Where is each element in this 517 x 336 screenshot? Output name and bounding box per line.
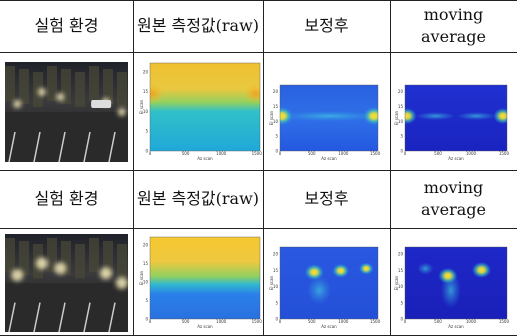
y-tick-label: 20	[273, 89, 279, 94]
column-header: 원본 측정값(raw)	[133, 170, 263, 228]
column-header: moving average	[390, 170, 517, 228]
x-tick-label: 500	[182, 319, 190, 324]
y-axis-label: El scan	[139, 270, 144, 285]
y-tick-label: 15	[398, 104, 404, 109]
y-tick-label: 20	[398, 252, 404, 257]
y-tick-label: 20	[143, 69, 149, 74]
column-header: 실험 환경	[0, 170, 133, 228]
x-tick-label: 1000	[466, 151, 477, 156]
header-text: 원본 측정값(raw)	[137, 15, 259, 37]
table-rule	[0, 52, 517, 53]
header-text: 보정후	[304, 15, 348, 37]
y-tick-label: 15	[273, 268, 279, 273]
y-tick-label: 20	[143, 243, 149, 248]
y-tick-label: 20	[398, 89, 404, 94]
x-tick-label: 1500	[499, 151, 510, 156]
y-axis-label: El scan	[139, 99, 144, 114]
page: 05001000150005101520Az scanEl scan050010…	[0, 0, 517, 336]
x-tick-label: 500	[308, 151, 316, 156]
x-tick-label: 0	[149, 151, 152, 156]
x-tick-label: 1000	[338, 319, 349, 324]
x-tick-label: 1500	[499, 319, 510, 324]
x-tick-label: 1000	[338, 151, 349, 156]
x-tick-label: 1500	[370, 319, 381, 324]
x-axis-label: Az scan	[197, 156, 213, 161]
x-tick-label: 0	[279, 151, 282, 156]
y-axis-label: El scan	[394, 110, 399, 125]
x-tick-label: 1500	[370, 151, 381, 156]
x-axis-label: Az scan	[321, 324, 337, 329]
column-header: 원본 측정값(raw)	[133, 0, 263, 52]
header-text: moving average	[414, 177, 494, 221]
x-axis-label: Az scan	[448, 324, 464, 329]
header-text: 실험 환경	[35, 15, 99, 37]
scene-photo	[5, 234, 128, 332]
y-tick-label: 15	[398, 268, 404, 273]
y-axis-label: El scan	[269, 275, 274, 290]
x-axis-label: Az scan	[448, 156, 464, 161]
x-tick-label: 500	[434, 151, 442, 156]
y-axis-label: El scan	[269, 110, 274, 125]
x-tick-label: 1000	[216, 151, 227, 156]
header-text: 보정후	[304, 188, 348, 210]
column-header: 실험 환경	[0, 0, 133, 52]
header-text: moving average	[414, 4, 494, 48]
x-axis-label: Az scan	[321, 156, 337, 161]
column-header: 보정후	[263, 0, 390, 52]
y-tick-label: 20	[273, 252, 279, 257]
x-axis-label: Az scan	[197, 324, 213, 329]
x-tick-label: 1000	[216, 319, 227, 324]
x-tick-label: 0	[149, 319, 152, 324]
x-tick-label: 0	[404, 319, 407, 324]
column-header: 보정후	[263, 170, 390, 228]
header-text: 실험 환경	[35, 188, 99, 210]
table-rule	[0, 228, 517, 229]
x-tick-label: 500	[308, 319, 316, 324]
x-tick-label: 1500	[252, 151, 263, 156]
y-tick-label: 15	[273, 104, 279, 109]
scene-photo	[5, 62, 128, 162]
x-tick-label: 500	[182, 151, 190, 156]
y-tick-label: 15	[143, 261, 149, 266]
y-axis-label: El scan	[394, 275, 399, 290]
x-tick-label: 1500	[252, 319, 263, 324]
x-tick-label: 500	[434, 319, 442, 324]
header-text: 원본 측정값(raw)	[137, 188, 259, 210]
x-tick-label: 0	[404, 151, 407, 156]
x-tick-label: 0	[279, 319, 282, 324]
column-header: moving average	[390, 0, 517, 52]
x-tick-label: 1000	[466, 319, 477, 324]
y-tick-label: 15	[143, 89, 149, 94]
